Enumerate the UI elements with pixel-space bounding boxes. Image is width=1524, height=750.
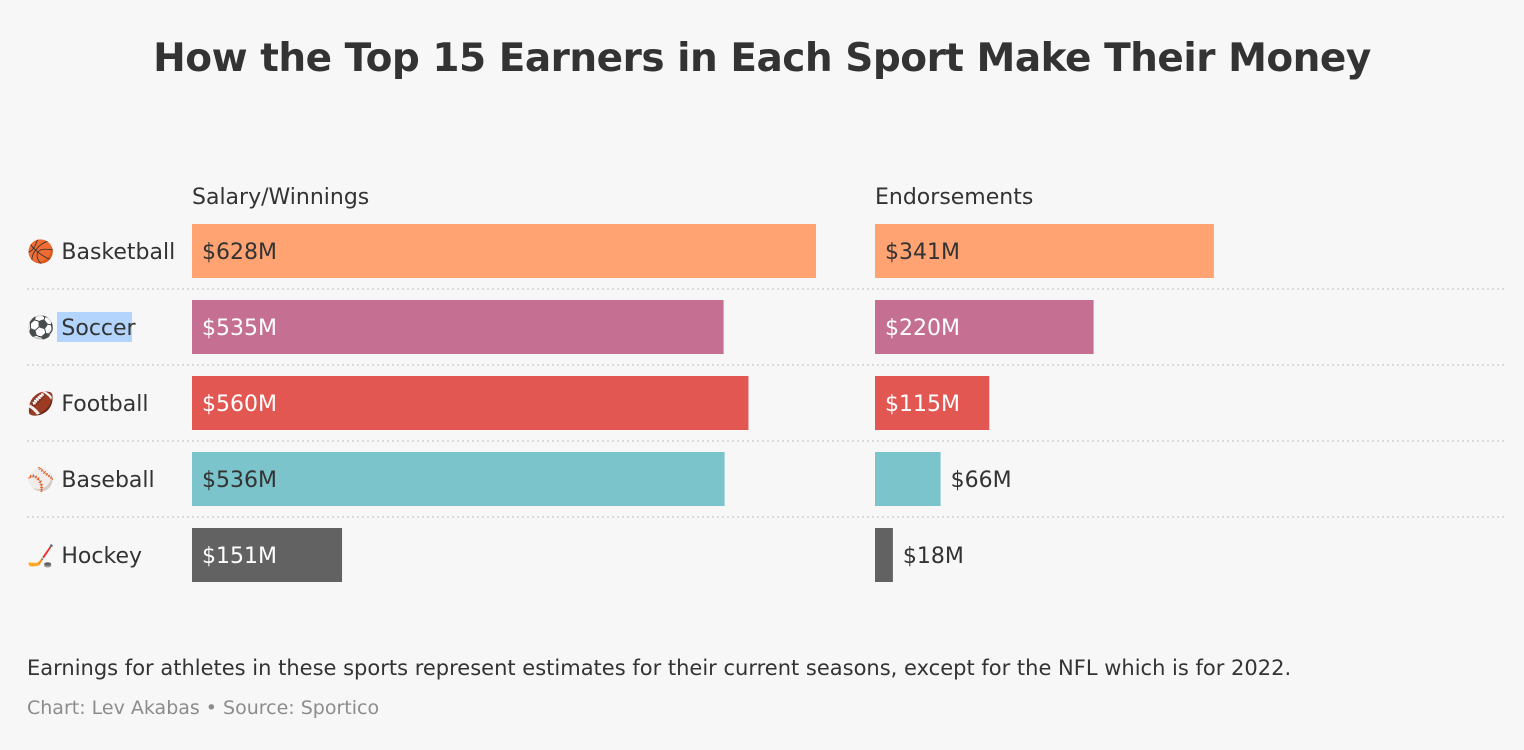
bar-salary-soccer bbox=[192, 300, 724, 354]
endorsements-column-header: Endorsements bbox=[875, 185, 1034, 210]
data-label-salary-baseball: $536M bbox=[202, 468, 277, 493]
salary-column-header: Salary/Winnings bbox=[192, 185, 370, 210]
bar-endorsements-football bbox=[875, 376, 990, 430]
bar-salary-hockey bbox=[192, 528, 343, 582]
bar-endorsements-hockey bbox=[875, 528, 893, 582]
bar-salary-football bbox=[192, 376, 749, 430]
category-label-hockey: 🏒 Hockey bbox=[27, 543, 142, 569]
baseball-icon: ⚾ bbox=[26, 466, 61, 493]
data-label-salary-football: $560M bbox=[202, 392, 277, 417]
data-label-endorsements-hockey: $18M bbox=[903, 544, 964, 569]
hockey-stick-icon: 🏒 bbox=[27, 543, 61, 569]
category-name-basketball: Basketball bbox=[61, 240, 175, 265]
data-label-salary-soccer: $535M bbox=[202, 316, 277, 341]
text-selection-highlight bbox=[57, 312, 132, 342]
chart-title: How the Top 15 Earners in Each Sport Mak… bbox=[153, 36, 1371, 81]
basketball-icon: 🏀 bbox=[27, 237, 61, 266]
chart-source: Source: Sportico bbox=[223, 697, 380, 719]
chart-author: Chart: Lev Akabas bbox=[27, 697, 200, 719]
category-name-hockey: Hockey bbox=[61, 544, 142, 569]
bar-endorsements-baseball bbox=[875, 452, 941, 506]
data-label-endorsements-baseball: $66M bbox=[951, 468, 1012, 493]
data-label-endorsements-soccer: $220M bbox=[885, 316, 960, 341]
data-label-salary-hockey: $151M bbox=[202, 544, 277, 569]
chart-note: Earnings for athletes in these sports re… bbox=[27, 656, 1292, 680]
credit-separator: • bbox=[205, 697, 218, 719]
category-label-basketball: 🏀 Basketball bbox=[27, 237, 175, 266]
category-label-football: 🏈 Football bbox=[27, 391, 148, 417]
soccer-ball-icon: ⚽ bbox=[26, 315, 61, 341]
data-label-endorsements-football: $115M bbox=[885, 392, 960, 417]
football-icon: 🏈 bbox=[27, 391, 61, 417]
bar-salary-baseball bbox=[192, 452, 725, 506]
bar-endorsements-soccer bbox=[875, 300, 1094, 354]
chart-credit: Chart: Lev Akabas • Source: Sportico bbox=[27, 697, 379, 719]
category-label-soccer: ⚽ Soccer bbox=[26, 315, 137, 341]
bar-salary-basketball bbox=[192, 224, 816, 278]
data-label-salary-basketball: $628M bbox=[202, 240, 277, 265]
data-label-endorsements-basketball: $341M bbox=[885, 240, 960, 265]
category-label-baseball: ⚾ Baseball bbox=[26, 466, 155, 493]
category-name-baseball: Baseball bbox=[61, 468, 154, 493]
bar-chart: 🏀 Basketball $628M $341M ⚽ Soccer $535M $220M… bbox=[26, 224, 1506, 582]
bar-endorsements-basketball bbox=[875, 224, 1214, 278]
category-name-soccer: Soccer bbox=[61, 316, 136, 341]
category-name-football: Football bbox=[61, 392, 148, 417]
